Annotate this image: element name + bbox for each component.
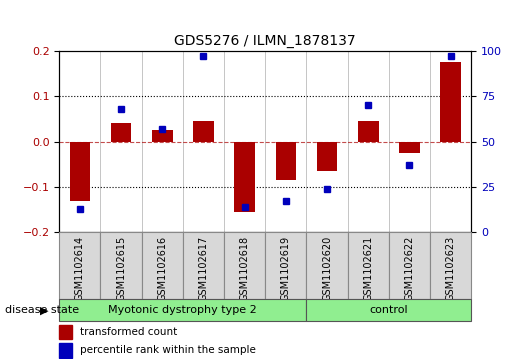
Text: Myotonic dystrophy type 2: Myotonic dystrophy type 2	[109, 305, 257, 315]
Bar	[59, 343, 72, 358]
Bar	[430, 232, 471, 299]
Bar	[306, 299, 471, 321]
Bar	[59, 299, 306, 321]
Bar	[389, 232, 430, 299]
Bar	[306, 232, 348, 299]
Text: GSM1102617: GSM1102617	[198, 236, 209, 301]
Bar	[234, 142, 255, 212]
Bar	[276, 142, 296, 180]
Text: GSM1102623: GSM1102623	[445, 236, 456, 301]
Bar	[183, 232, 224, 299]
Bar	[142, 232, 183, 299]
Bar	[111, 123, 131, 142]
Text: GSM1102616: GSM1102616	[157, 236, 167, 301]
Bar	[70, 142, 90, 200]
Bar	[348, 232, 389, 299]
Text: GSM1102621: GSM1102621	[363, 236, 373, 301]
Bar	[193, 121, 214, 142]
Bar	[224, 232, 265, 299]
Bar	[152, 130, 173, 142]
Bar	[265, 232, 306, 299]
Bar	[440, 62, 461, 142]
Bar	[59, 232, 100, 299]
Text: transformed count: transformed count	[80, 327, 177, 337]
Text: GSM1102622: GSM1102622	[404, 236, 415, 301]
Text: GSM1102618: GSM1102618	[239, 236, 250, 301]
Text: GSM1102619: GSM1102619	[281, 236, 291, 301]
Bar	[399, 142, 420, 153]
Text: disease state: disease state	[5, 305, 79, 315]
Bar	[358, 121, 379, 142]
Bar	[317, 142, 337, 171]
Title: GDS5276 / ILMN_1878137: GDS5276 / ILMN_1878137	[175, 34, 356, 48]
Text: control: control	[369, 305, 408, 315]
Text: percentile rank within the sample: percentile rank within the sample	[80, 345, 256, 355]
Text: GSM1102615: GSM1102615	[116, 236, 126, 301]
Text: GSM1102620: GSM1102620	[322, 236, 332, 301]
Text: GSM1102614: GSM1102614	[75, 236, 85, 301]
Text: ▶: ▶	[40, 305, 49, 315]
Bar	[100, 232, 142, 299]
Bar	[59, 325, 72, 339]
